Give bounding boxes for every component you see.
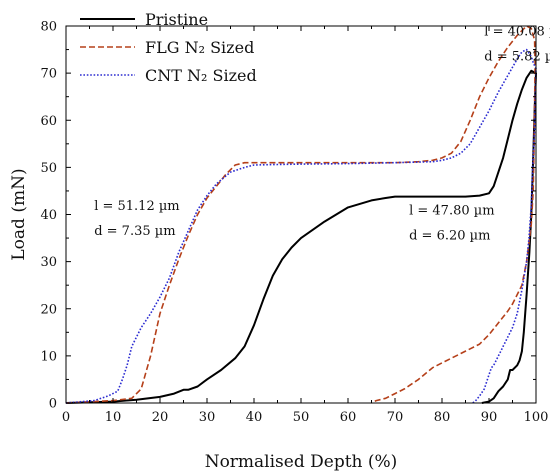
series-line-1 <box>65 69 537 404</box>
y-tick-label: 0 <box>49 397 57 412</box>
axis-ticks-group <box>65 25 537 404</box>
tick-labels-group: 0 10 20 30 40 50 60 70 80 90 100 0 10 20 30 40 50 60 70 80 <box>40 20 548 426</box>
x-tick-label: 10 <box>105 410 122 425</box>
y-tick-label: 60 <box>40 114 57 129</box>
y-tick-label: 30 <box>40 255 57 270</box>
plot-series-group <box>65 25 537 404</box>
y-tick-label: 20 <box>40 302 57 317</box>
annotations-group: l = 40.08 µm d = 5.82 µm l = 51.12 µm d = 7… <box>94 24 550 243</box>
y-axis-label: Load (mN) <box>9 168 29 260</box>
y-tick-label: 80 <box>40 20 57 35</box>
legend-label-3: CNT N₂ Sized <box>145 66 257 85</box>
annotation-2-line-1: l = 51.12 µm <box>94 199 179 214</box>
x-tick-label: 40 <box>246 410 263 425</box>
annotation-3-line-2: d = 6.20 µm <box>409 229 490 244</box>
x-tick-label: 90 <box>481 410 498 425</box>
annotation-1-line-1: l = 40.08 µm <box>484 24 550 39</box>
legend: Pristine FLG N₂ Sized CNT N₂ Sized <box>80 10 257 85</box>
x-tick-label: 80 <box>434 410 451 425</box>
x-tick-label: 70 <box>387 410 404 425</box>
legend-label-2: FLG N₂ Sized <box>145 38 254 57</box>
y-tick-label: 70 <box>40 67 57 82</box>
x-axis-label: Normalised Depth (%) <box>205 452 398 472</box>
y-tick-label: 50 <box>40 161 57 176</box>
x-tick-label: 100 <box>524 410 549 425</box>
x-tick-label: 60 <box>340 410 357 425</box>
x-tick-label: 50 <box>293 410 310 425</box>
y-tick-label: 10 <box>40 349 57 364</box>
annotation-3-line-1: l = 47.80 µm <box>409 204 494 219</box>
legend-label-1: Pristine <box>145 10 208 29</box>
y-tick-label: 40 <box>40 208 57 223</box>
x-tick-label: 30 <box>199 410 216 425</box>
annotation-2-line-2: d = 7.35 µm <box>94 224 175 239</box>
annotation-1-line-2: d = 5.82 µm <box>484 49 550 64</box>
series-line-3 <box>65 48 537 404</box>
x-tick-label: 20 <box>152 410 169 425</box>
x-tick-label: 0 <box>62 410 70 425</box>
